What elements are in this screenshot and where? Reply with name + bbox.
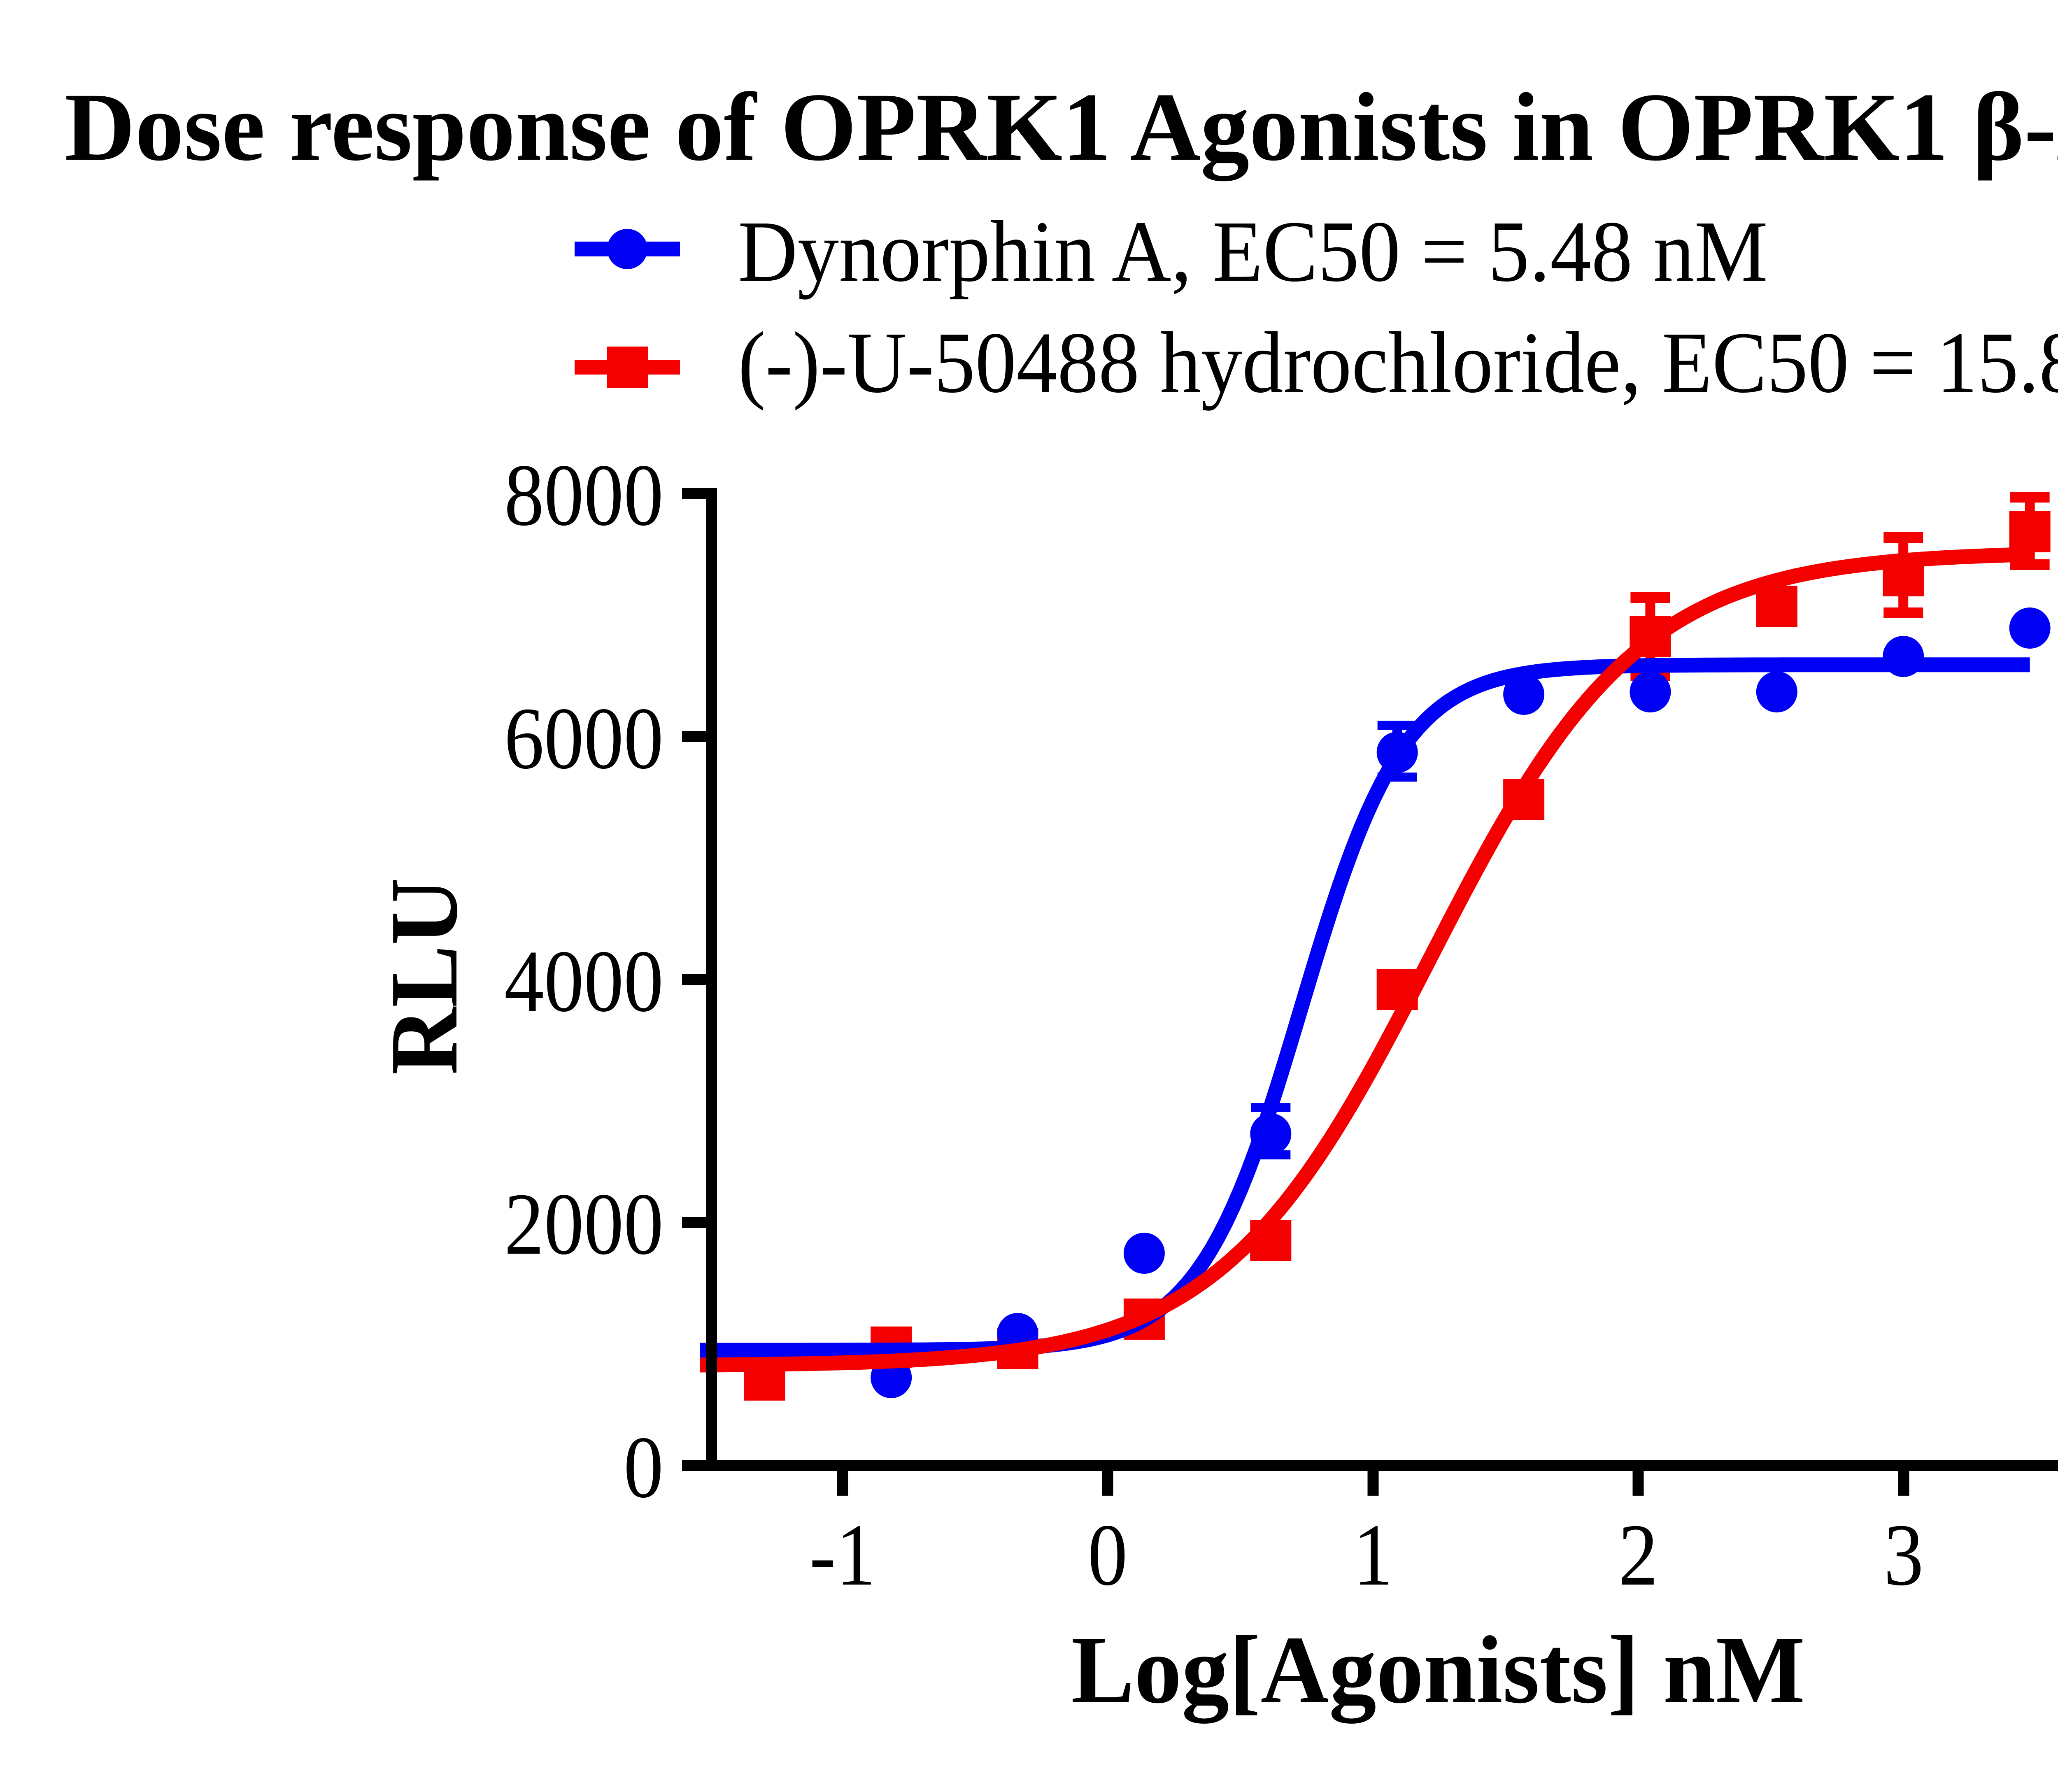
svg-text:(-)-U-50488 hydrochloride, EC5: (-)-U-50488 hydrochloride, EC50 = 15.8 n… xyxy=(738,314,2058,411)
svg-text:-1: -1 xyxy=(810,1506,876,1604)
svg-text:3: 3 xyxy=(1884,1506,1924,1604)
svg-text:8000: 8000 xyxy=(504,446,663,544)
svg-text:Log[Agonists] nM: Log[Agonists] nM xyxy=(1071,1616,1805,1724)
svg-text:Dynorphin A, EC50 = 5.48 nM: Dynorphin A, EC50 = 5.48 nM xyxy=(738,203,1768,300)
svg-text:6000: 6000 xyxy=(504,689,663,787)
svg-text:2000: 2000 xyxy=(504,1175,663,1273)
svg-text:1: 1 xyxy=(1353,1506,1393,1604)
svg-text:RLU: RLU xyxy=(370,878,477,1075)
svg-text:2: 2 xyxy=(1618,1506,1658,1604)
svg-text:Dose response of OPRK1 Agonist: Dose response of OPRK1 Agonists in OPRK1… xyxy=(65,73,2058,181)
svg-text:4000: 4000 xyxy=(504,932,663,1030)
svg-text:0: 0 xyxy=(1088,1506,1128,1604)
svg-text:0: 0 xyxy=(624,1418,663,1516)
